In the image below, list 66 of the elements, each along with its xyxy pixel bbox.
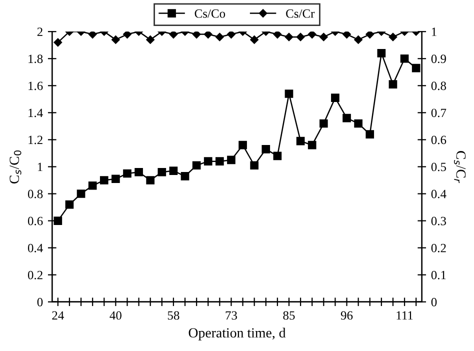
x-tick-label: 111: [396, 311, 413, 320]
x-tick-label: 24: [52, 311, 64, 320]
y-tick-label: 0.4: [28, 244, 43, 252]
y-tick-label: 0.8: [28, 190, 43, 198]
y-tick-label: 0.6: [28, 216, 43, 226]
legend-label: Cs/Cr: [286, 9, 315, 18]
y2-tick-label: 0.9: [431, 54, 446, 64]
point: [146, 176, 155, 184]
point: [308, 140, 316, 150]
point: [388, 80, 398, 88]
point: [158, 168, 166, 176]
x-tick-label: 58: [168, 311, 180, 320]
point: [354, 119, 362, 128]
point: [76, 190, 86, 198]
point: [227, 156, 236, 164]
point: [331, 94, 340, 102]
point: [180, 172, 190, 180]
point: [377, 49, 386, 58]
x-tick-label: 85: [283, 311, 295, 320]
y-axis-title: C$_{s}$/C$_{0}$: [10, 150, 22, 184]
point: [342, 114, 351, 122]
legend-label: Cs/Co: [194, 9, 226, 18]
point: [134, 168, 143, 176]
y-tick-label: 0.2: [28, 270, 42, 280]
point: [204, 157, 212, 166]
point: [250, 161, 258, 170]
point: [366, 130, 374, 138]
y2-tick-label: 0.6: [431, 136, 446, 144]
point: [216, 157, 224, 166]
point: [262, 144, 270, 154]
y2-tick-label: 0.2: [431, 244, 446, 252]
y2-tick-label: 0.1: [431, 270, 446, 280]
point: [412, 64, 420, 72]
y2-tick-label: 0.4: [431, 190, 446, 198]
y-tick-label: 0: [37, 298, 43, 306]
point: [65, 200, 74, 209]
x-tick-label: 96: [340, 311, 353, 320]
y2-tick-label: 0: [431, 298, 437, 306]
x-tick-label: 73: [226, 311, 237, 320]
point: [284, 90, 294, 98]
y2-axis-title: C$_{s}$/C$_{r}$: [454, 151, 466, 184]
point: [169, 166, 178, 175]
y2-tick-label: 0.5: [431, 162, 446, 172]
point: [296, 136, 305, 146]
point: [273, 152, 282, 160]
y-tick-label: 2: [37, 28, 42, 36]
point: [112, 174, 120, 184]
y2-tick-label: 1: [432, 28, 436, 36]
y2-tick-label: 0.3: [431, 216, 446, 226]
x-tick-label: 40: [110, 311, 122, 320]
point: [238, 140, 247, 150]
y-tick-label: 1.4: [28, 108, 43, 118]
point: [123, 169, 132, 178]
y-tick-label: 1.8: [28, 54, 43, 64]
y2-tick-label: 0.7: [431, 108, 446, 118]
point: [100, 176, 108, 184]
point: [319, 119, 328, 128]
point: [54, 216, 62, 225]
x-axis-title: Operation time, d: [188, 328, 286, 340]
y2-tick-label: 0.8: [431, 82, 446, 90]
y-tick-label: 1: [38, 162, 42, 172]
point: [88, 181, 97, 190]
y-tick-label: 1.2: [28, 136, 42, 144]
y-tick-label: 1.6: [28, 82, 43, 90]
point: [400, 54, 409, 63]
point: [192, 161, 201, 170]
